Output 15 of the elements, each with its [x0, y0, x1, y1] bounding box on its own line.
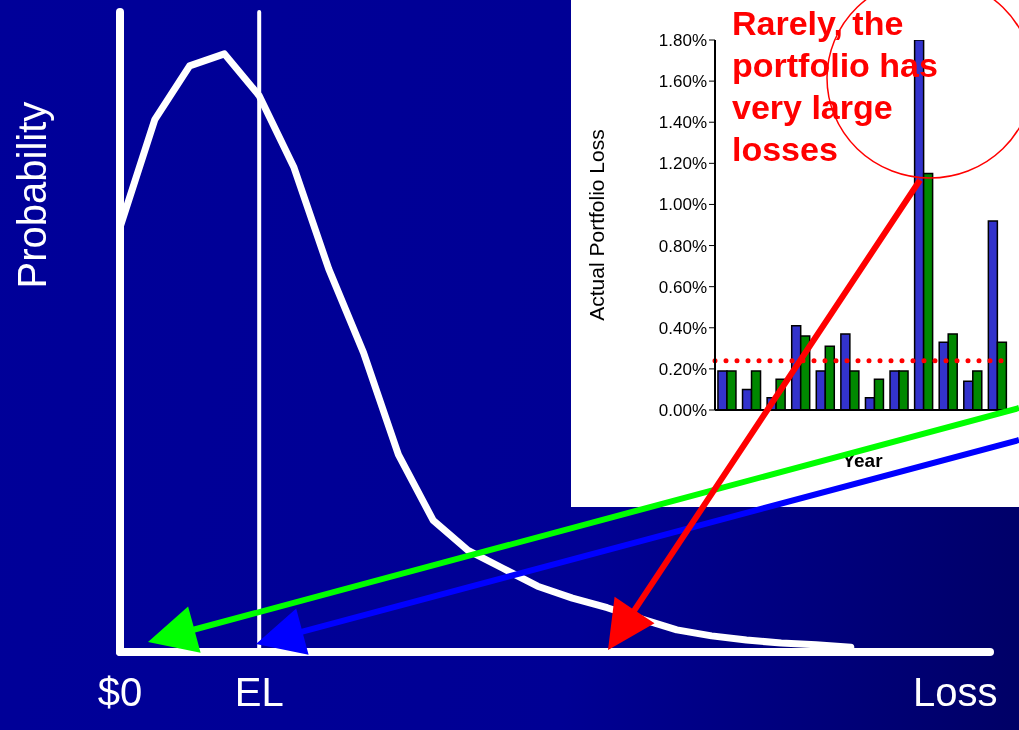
y-tick-label: 0.80%: [658, 236, 707, 256]
y-tick-label: 1.80%: [658, 31, 707, 51]
x-tick-label: EL: [234, 670, 284, 715]
x-tick-label: Loss: [912, 670, 998, 715]
y-tick-label: 0.60%: [658, 277, 707, 297]
y-axis-title: Actual Portfolio Loss: [585, 129, 609, 321]
y-tick-label: 0.40%: [658, 318, 707, 338]
y-axis-title: Probability: [9, 101, 55, 289]
y-tick-label: 0.00%: [658, 401, 707, 421]
y-tick-label: 1.00%: [658, 195, 707, 215]
y-tick-label: 1.60%: [658, 72, 707, 92]
y-tick-label: 0.20%: [658, 359, 707, 379]
x-tick-label: $0: [97, 670, 143, 715]
y-tick-label: 1.40%: [658, 113, 707, 133]
y-tick-label: 1.20%: [658, 154, 707, 174]
